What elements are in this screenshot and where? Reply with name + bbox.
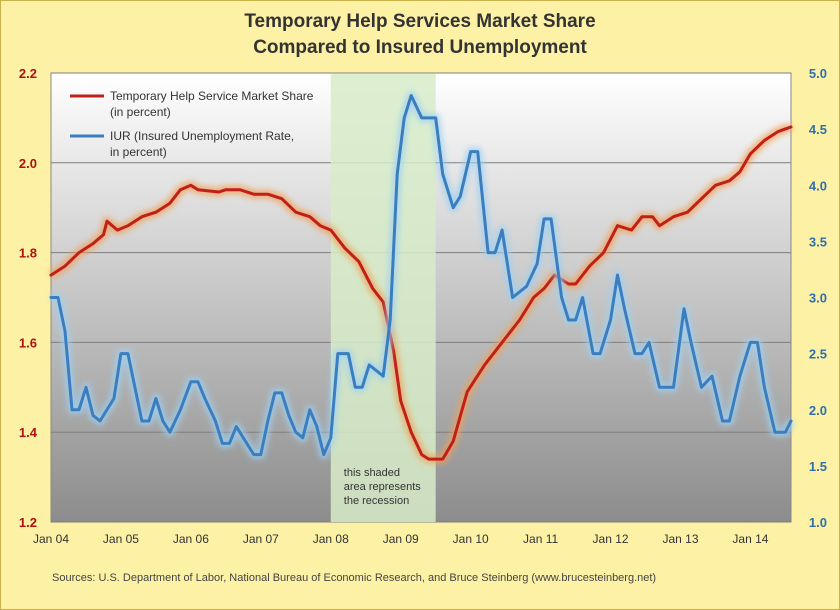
legend-label-cont: in percent) <box>110 145 167 159</box>
y-right-tick-label: 1.0 <box>809 515 827 530</box>
y-right-tick-label: 4.5 <box>809 122 827 137</box>
legend-label: IUR (Insured Unemployment Rate, <box>110 129 294 143</box>
x-tick-label: Jan 08 <box>313 532 349 546</box>
legend: Temporary Help Service Market Share (in p… <box>70 89 314 159</box>
annotation-line: the recession <box>344 495 409 507</box>
y-left-tick-label: 2.2 <box>19 66 37 81</box>
chart-title: Temporary Help Services Market Share Com… <box>0 9 840 61</box>
annotation-line: this shaded <box>344 467 400 479</box>
title-line-2: Compared to Insured Unemployment <box>253 37 587 58</box>
x-tick-label: Jan 09 <box>383 532 419 546</box>
x-tick-label: Jan 04 <box>33 532 69 546</box>
y-right-tick-label: 1.5 <box>809 459 827 474</box>
y-left-tick-label: 1.6 <box>19 335 37 350</box>
legend-label-cont: (in percent) <box>110 105 171 119</box>
y-left-tick-label: 1.8 <box>19 246 37 261</box>
x-tick-label: Jan 11 <box>523 532 558 546</box>
title-line-1: Temporary Help Services Market Share <box>244 11 596 32</box>
y-right-tick-label: 3.5 <box>809 234 827 249</box>
y-right-tick-label: 2.0 <box>809 403 827 418</box>
y-left-tick-label: 2.0 <box>19 156 37 171</box>
x-tick-label: Jan 06 <box>173 532 209 546</box>
x-tick-label: Jan 10 <box>453 532 489 546</box>
x-tick-label: Jan 07 <box>243 532 279 546</box>
x-tick-label: Jan 14 <box>732 532 768 546</box>
y-left-tick-label: 1.4 <box>19 425 38 440</box>
recession-annotation: this shaded area represents the recession <box>344 467 422 507</box>
annotation-line: area represents <box>344 481 422 493</box>
y-right-tick-label: 3.0 <box>809 291 827 306</box>
x-tick-label: Jan 13 <box>662 532 698 546</box>
x-tick-label: Jan 05 <box>103 532 139 546</box>
y-right-tick-label: 4.0 <box>809 178 827 193</box>
legend-label: Temporary Help Service Market Share <box>110 89 314 103</box>
y-left-tick-label: 1.2 <box>19 515 37 530</box>
y-right-tick-label: 2.5 <box>809 347 827 362</box>
series-line-temp-help <box>49 125 793 461</box>
source-note: Sources: U.S. Department of Labor, Natio… <box>52 572 657 584</box>
x-tick-label: Jan 12 <box>593 532 629 546</box>
y-right-tick-label: 5.0 <box>809 66 827 81</box>
series-line-iur <box>49 94 793 457</box>
